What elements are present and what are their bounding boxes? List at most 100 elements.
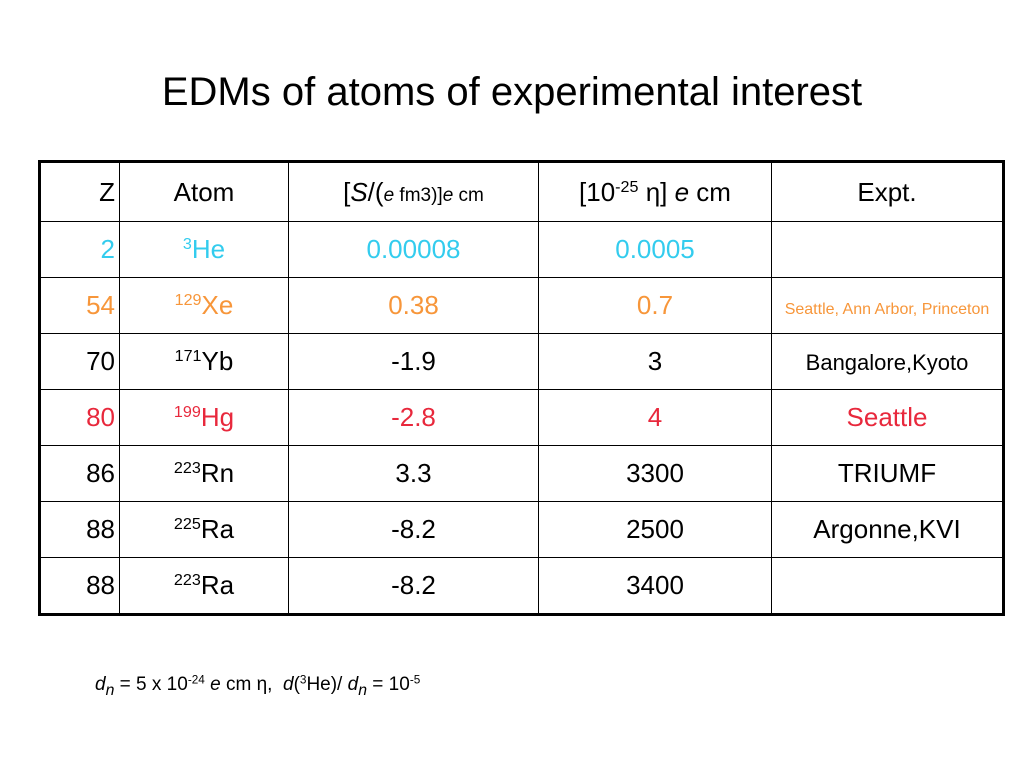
expt-text: Seattle, Ann Arbor, Princeton xyxy=(784,301,990,318)
eta-cell: 3400 xyxy=(538,557,772,615)
s-cell: 0.38 xyxy=(288,277,539,334)
atom-symbol: Rn xyxy=(200,458,235,488)
header-text: S xyxy=(350,176,368,207)
atom-cell: 171Yb xyxy=(119,333,289,390)
atom-cell: 3He xyxy=(119,221,289,278)
slide-title: EDMs of atoms of experimental interest xyxy=(161,70,863,114)
header-cell: [S/(e fm3)]e cm xyxy=(288,161,539,222)
footnote-text: = 5 x 10 xyxy=(114,674,188,695)
z-cell: 80 xyxy=(39,389,120,446)
header-text: Expt. xyxy=(857,176,917,207)
s-cell: 3.3 xyxy=(288,445,539,502)
header-cell: Atom xyxy=(119,161,289,222)
mass-number: 225 xyxy=(173,515,201,534)
atom-symbol: Yb xyxy=(201,346,234,376)
z-cell: 88 xyxy=(39,557,120,615)
table-row: 88 225Ra -8.2 2500 Argonne,KVI xyxy=(39,501,1004,558)
footnote: dn = 5 x 10-24 e cm η, d(3He)/ dn = 10-5 xyxy=(95,674,420,700)
z-cell: 54 xyxy=(39,277,120,334)
header-text: Atom xyxy=(173,176,235,207)
header-row: Z Atom [S/(e fm3)]e cm [10-25 η] e cm Ex… xyxy=(39,161,1004,222)
table-row: 86 223Rn 3.3 3300 TRIUMF xyxy=(39,445,1004,502)
expt-cell: TRIUMF xyxy=(771,445,1004,502)
atom-cell: 223Rn xyxy=(119,445,289,502)
header-text: [10 xyxy=(579,176,616,207)
atom-cell: 129Xe xyxy=(119,277,289,334)
atom-cell: 225Ra xyxy=(119,501,289,558)
header-text: fm3)] xyxy=(394,184,443,206)
expt-cell: Bangalore,Kyoto xyxy=(771,333,1004,390)
s-cell: -2.8 xyxy=(288,389,539,446)
table-row: 80 199Hg -2.8 4 Seattle xyxy=(39,389,1004,446)
table-row: 54 129Xe 0.38 0.7 Seattle, Ann Arbor, Prince… xyxy=(39,277,1004,334)
atom-symbol: Ra xyxy=(200,570,235,600)
mass-number: 129 xyxy=(174,291,202,310)
footnote-text: = 10 xyxy=(367,674,410,695)
footnote-text: d xyxy=(95,674,106,695)
atom-cell: 199Hg xyxy=(119,389,289,446)
header-cell: Z xyxy=(39,161,120,222)
expt-cell: Argonne,KVI xyxy=(771,501,1004,558)
footnote-text: cm η, xyxy=(220,674,283,695)
eta-cell: 0.0005 xyxy=(538,221,772,278)
header-text: -25 xyxy=(615,177,639,196)
header-cell: Expt. xyxy=(771,161,1004,222)
mass-number: 223 xyxy=(173,459,201,478)
table-row: 88 223Ra -8.2 3400 xyxy=(39,557,1004,615)
atom-symbol: He xyxy=(191,234,226,264)
mass-number: 171 xyxy=(174,347,202,366)
footnote-text: n xyxy=(105,681,115,699)
table-row: 2 3He 0.00008 0.0005 xyxy=(39,221,1004,278)
s-cell: 0.00008 xyxy=(288,221,539,278)
expt-text: Bangalore,Kyoto xyxy=(805,350,969,375)
expt-text: TRIUMF xyxy=(837,458,937,488)
s-cell: -8.2 xyxy=(288,501,539,558)
footnote-text: 3 xyxy=(299,673,307,687)
atom-cell: 223Ra xyxy=(119,557,289,615)
z-cell: 88 xyxy=(39,501,120,558)
footnote-text: -24 xyxy=(187,673,205,687)
atom-symbol: Xe xyxy=(201,290,234,320)
edm-table: Z Atom [S/(e fm3)]e cm [10-25 η] e cm Ex… xyxy=(38,160,1005,616)
s-cell: -8.2 xyxy=(288,557,539,615)
eta-cell: 4 xyxy=(538,389,772,446)
header-text: /( xyxy=(367,176,384,207)
header-text: e xyxy=(674,176,690,207)
table-row: 70 171Yb -1.9 3 Bangalore,Kyoto xyxy=(39,333,1004,390)
footnote-text: ( xyxy=(293,674,300,695)
expt-cell xyxy=(771,557,1004,615)
footnote-text: He)/ xyxy=(306,674,348,695)
mass-number: 223 xyxy=(173,571,201,590)
header-text: [ xyxy=(343,176,351,207)
z-cell: 86 xyxy=(39,445,120,502)
expt-text: Seattle xyxy=(846,402,928,432)
eta-cell: 2500 xyxy=(538,501,772,558)
footnote-text: -5 xyxy=(409,673,421,687)
header-text: cm xyxy=(689,176,731,207)
s-cell: -1.9 xyxy=(288,333,539,390)
expt-cell: Seattle, Ann Arbor, Princeton xyxy=(771,277,1004,334)
eta-cell: 3300 xyxy=(538,445,772,502)
atom-symbol: Hg xyxy=(200,402,235,432)
header-text: e xyxy=(383,184,395,206)
footnote-text: e xyxy=(204,674,221,695)
eta-cell: 3 xyxy=(538,333,772,390)
z-cell: 70 xyxy=(39,333,120,390)
footnote-text: d xyxy=(347,674,359,695)
header-text: Z xyxy=(99,176,115,207)
atom-symbol: Ra xyxy=(200,514,235,544)
expt-cell: Seattle xyxy=(771,389,1004,446)
header-text: η] xyxy=(638,176,675,207)
expt-cell xyxy=(771,221,1004,278)
mass-number: 199 xyxy=(173,403,201,422)
eta-cell: 0.7 xyxy=(538,277,772,334)
footnote-text: n xyxy=(358,681,368,699)
expt-text: Argonne,KVI xyxy=(813,514,961,544)
mass-number: 3 xyxy=(182,235,192,254)
header-text: e xyxy=(442,184,454,206)
footnote-text: d xyxy=(282,674,294,695)
header-cell: [10-25 η] e cm xyxy=(538,161,772,222)
header-text: cm xyxy=(453,184,484,206)
z-cell: 2 xyxy=(39,221,120,278)
